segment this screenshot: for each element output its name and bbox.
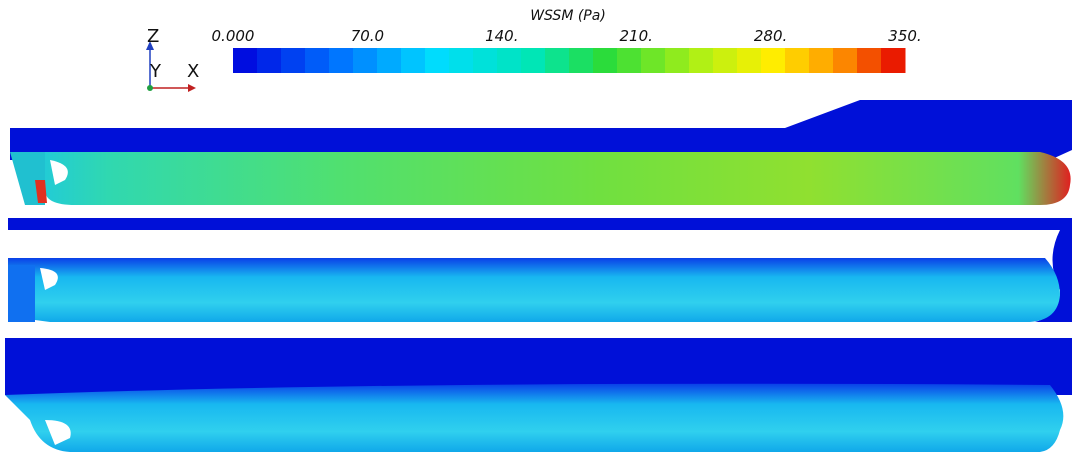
hull-view-2	[8, 218, 1072, 322]
colorbar-band	[257, 48, 282, 73]
colorbar-band	[569, 48, 594, 73]
y-axis	[147, 85, 153, 91]
colorbar-band	[497, 48, 522, 73]
colorbar-band	[713, 48, 738, 73]
colorbar-band	[401, 48, 426, 73]
hull-view-1	[10, 100, 1072, 205]
y-label: Y	[149, 61, 162, 82]
hull-bottom	[25, 152, 1071, 205]
colorbar-band	[617, 48, 642, 73]
x-label: X	[187, 61, 199, 82]
hull-top	[8, 218, 1072, 322]
axis-triad: Z Y X	[146, 26, 199, 92]
rudder-hot	[35, 180, 47, 203]
colorbar-band	[785, 48, 810, 73]
colorbar-band	[233, 48, 258, 73]
colorbar-band	[833, 48, 858, 73]
hull-top	[10, 100, 1072, 160]
colorbar-band	[353, 48, 378, 73]
colorbar-band	[593, 48, 618, 73]
colorbar-tick-label: 140.	[485, 27, 518, 45]
colorbar-band	[737, 48, 762, 73]
colorbar-tick-label: 0.000	[212, 27, 255, 45]
stern-gap	[40, 268, 58, 290]
colorbar-tick-label: 70.0	[351, 27, 384, 45]
hull-top	[5, 338, 1072, 395]
colorbar-band	[881, 48, 906, 73]
hull-bottom	[8, 258, 1060, 322]
rudder	[10, 152, 45, 205]
colorbar-band	[305, 48, 330, 73]
colorbar-band	[641, 48, 666, 73]
hull-bottom	[5, 383, 1064, 452]
colorbar-band	[425, 48, 450, 73]
x-arrow	[188, 84, 196, 92]
colorbar-band	[521, 48, 546, 73]
z-label: Z	[147, 26, 159, 47]
colorbar-band	[281, 48, 306, 73]
colorbar-band	[473, 48, 498, 73]
colorbar-band	[329, 48, 354, 73]
z-arrow	[146, 41, 154, 50]
stern-gap	[45, 420, 71, 445]
colorbar-tick-label: 210.	[619, 27, 652, 45]
colorbar-band	[761, 48, 786, 73]
colorbar-band	[377, 48, 402, 73]
stern-gap	[50, 160, 68, 185]
colorbar-title: WSSM (Pa)	[530, 8, 606, 24]
colorbar-band	[689, 48, 714, 73]
colorbar-band	[809, 48, 834, 73]
colorbar-band	[545, 48, 570, 73]
colorbar-tick-label: 350.	[888, 27, 921, 45]
rudder	[8, 265, 35, 322]
hull-view-3	[5, 338, 1072, 452]
colorbar-band	[449, 48, 474, 73]
colorbar: 0.000 70.0 140. 210. 280. 350.	[212, 27, 922, 73]
colorbar-band	[857, 48, 882, 73]
colorbar-tick-label: 280.	[754, 27, 787, 45]
colorbar-band	[665, 48, 690, 73]
